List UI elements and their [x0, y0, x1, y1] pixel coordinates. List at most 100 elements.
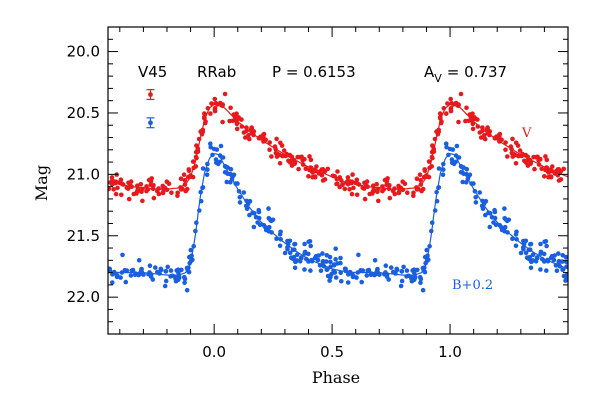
x-tick-label: 0.0 [202, 343, 226, 361]
data-point [480, 125, 485, 130]
data-point [456, 119, 461, 125]
data-point [208, 144, 213, 150]
data-point [202, 120, 208, 126]
data-point [187, 254, 192, 260]
data-point [372, 258, 378, 263]
data-point [460, 179, 466, 185]
data-point [472, 189, 478, 194]
data-point [193, 164, 199, 169]
data-point [279, 143, 285, 148]
data-point [220, 119, 225, 125]
data-point [404, 268, 410, 273]
data-point [484, 126, 490, 132]
data-point [151, 195, 157, 201]
data-point [359, 279, 365, 285]
data-point [375, 269, 380, 275]
data-point [342, 186, 348, 192]
data-point [351, 273, 356, 279]
data-point [365, 184, 370, 189]
data-point [426, 257, 431, 263]
data-point [217, 159, 222, 165]
data-point [418, 280, 423, 286]
data-point [544, 268, 549, 273]
data-point [546, 170, 551, 175]
data-point [228, 180, 233, 185]
data-point [225, 165, 231, 170]
data-point [533, 259, 539, 264]
data-point [365, 268, 371, 273]
data-point [436, 127, 442, 133]
data-point [185, 174, 191, 180]
data-point [524, 255, 530, 260]
data-point [324, 267, 330, 273]
data-point [514, 237, 519, 242]
data-point [351, 185, 356, 191]
data-point [144, 184, 149, 189]
data-point [212, 96, 218, 102]
data-point [338, 255, 343, 261]
data-point [308, 157, 314, 163]
error-bar-point [148, 92, 153, 97]
data-point [556, 167, 562, 172]
data-point [124, 268, 130, 273]
data-point [119, 181, 124, 186]
data-point [292, 241, 298, 247]
data-point [327, 278, 332, 283]
data-point [558, 177, 564, 182]
data-point [448, 96, 454, 102]
data-point [138, 181, 144, 187]
data-point [111, 269, 117, 275]
data-point [231, 172, 237, 178]
data-point [108, 186, 112, 192]
data-point [527, 247, 533, 252]
data-point [198, 198, 204, 204]
data-point [237, 200, 243, 205]
data-point [541, 251, 547, 257]
data-point [267, 147, 272, 153]
data-point [197, 208, 202, 213]
data-point [530, 252, 536, 257]
data-point [419, 188, 424, 194]
data-point [304, 256, 309, 262]
data-point [536, 162, 542, 167]
data-point [429, 220, 435, 225]
data-point [443, 141, 449, 146]
data-point [551, 257, 557, 263]
data-point [411, 193, 416, 198]
data-point [208, 141, 213, 146]
data-point [274, 136, 279, 142]
data-point [523, 152, 529, 158]
data-point [470, 126, 476, 132]
data-point [376, 198, 381, 204]
data-point [371, 188, 377, 194]
data-point [480, 206, 486, 211]
data-point [515, 143, 521, 148]
data-point [475, 124, 481, 129]
data-point [182, 182, 188, 187]
data-point [213, 101, 219, 106]
data-point [113, 191, 119, 197]
plot-frame [107, 26, 569, 335]
data-point [449, 101, 455, 106]
data-point [441, 167, 446, 172]
data-point [339, 278, 344, 284]
data-point [316, 253, 322, 258]
data-point [343, 268, 349, 274]
data-point [293, 259, 299, 265]
data-point [269, 230, 274, 235]
data-point [539, 166, 544, 171]
data-point [427, 243, 432, 249]
data-point [406, 273, 411, 279]
y-tick-label: 21.0 [67, 165, 100, 183]
data-point [458, 91, 464, 97]
data-point [510, 236, 515, 242]
data-point [277, 232, 283, 237]
series-label-v: V [521, 126, 532, 141]
data-point [542, 174, 547, 179]
data-point [434, 189, 439, 195]
data-point [545, 257, 550, 263]
data-point [225, 171, 231, 177]
data-point [131, 191, 137, 197]
data-point [312, 175, 318, 180]
data-point [332, 270, 338, 275]
